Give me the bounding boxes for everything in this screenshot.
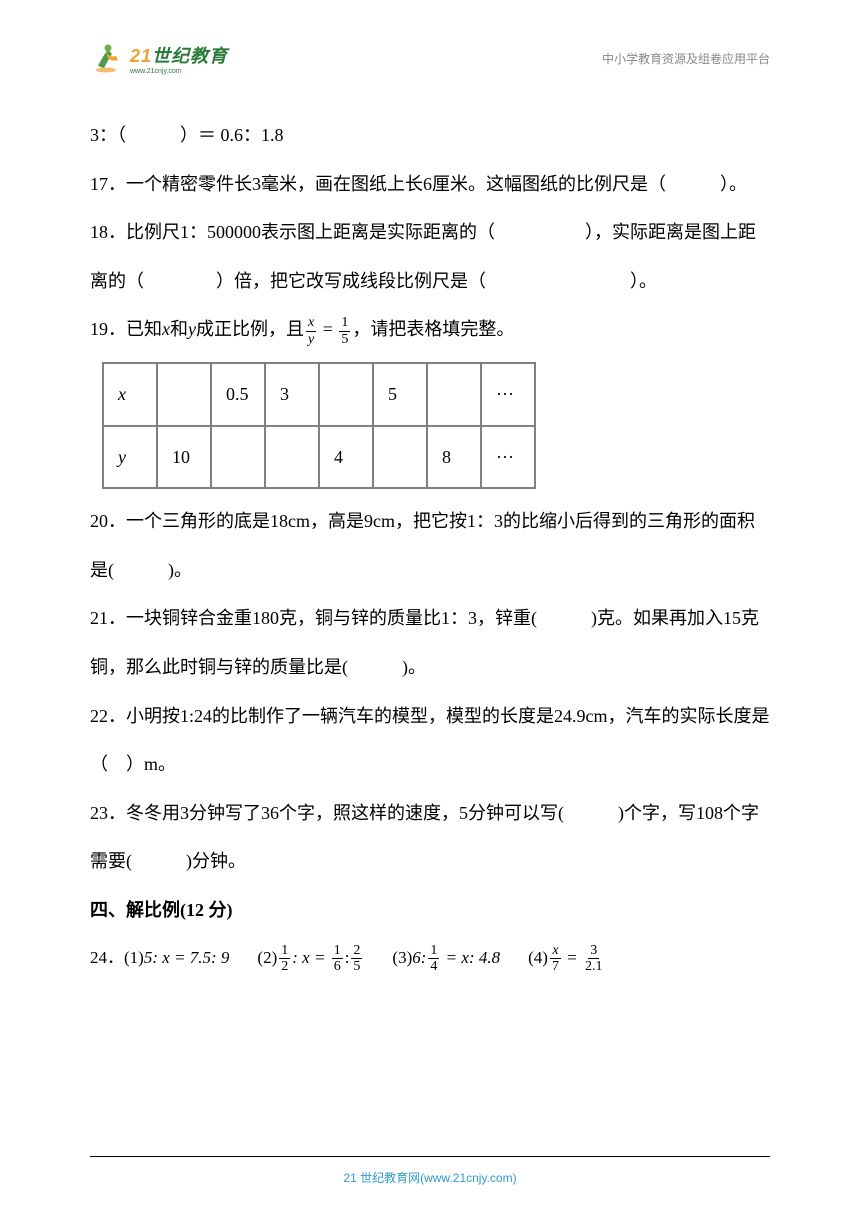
- question-17: 17．一个精密零件长3毫米，画在图纸上长6厘米。这幅图纸的比例尺是（ ）。: [90, 160, 770, 209]
- table-cell: 10: [157, 426, 211, 489]
- footer-text: 21 世纪教育网(www.21cnjy.com): [343, 1171, 516, 1185]
- question-16: 3：（ ）＝ 0.6：1.8: [90, 111, 770, 160]
- table-row: x 0.5 3 5 ···: [103, 363, 535, 426]
- table-cell: [319, 363, 373, 426]
- footer-divider: [90, 1156, 770, 1157]
- q24-part1: 24．(1)5: x = 7.5: 9: [90, 935, 229, 981]
- table-cell: ···: [481, 363, 535, 426]
- logo: 21世纪教育 www.21cnjy.com: [90, 40, 228, 76]
- page-footer: 21 世纪教育网(www.21cnjy.com): [0, 1156, 860, 1186]
- section-4-title: 四、解比例(12 分): [90, 886, 770, 935]
- question-18: 18．比例尺1：500000表示图上距离是实际距离的（ ），实际距离是图上距离的…: [90, 208, 770, 305]
- table-cell: [427, 363, 481, 426]
- table-cell: 4: [319, 426, 373, 489]
- table-row: y 10 4 8 ···: [103, 426, 535, 489]
- question-24: 24．(1)5: x = 7.5: 9 (2)12: x = 16:25 (3)…: [90, 935, 770, 981]
- question-19: 19．已知x和y成正比例，且xy = 15，请把表格填完整。: [90, 305, 770, 354]
- table-cell: [265, 426, 319, 489]
- table-cell: [211, 426, 265, 489]
- logo-main-text: 21世纪教育: [130, 42, 228, 68]
- q24-part4: (4)x7 = 32.1: [528, 935, 606, 981]
- question-21: 21．一块铜锌合金重180克，铜与锌的质量比1：3，锌重( )克。如果再加入15…: [90, 594, 770, 691]
- question-20: 20．一个三角形的底是18cm，高是9cm，把它按1：3的比缩小后得到的三角形的…: [90, 497, 770, 594]
- question-23: 23．冬冬用3分钟写了36个字，照这样的速度，5分钟可以写( )个字，写108个…: [90, 789, 770, 886]
- table-cell: [157, 363, 211, 426]
- table-cell: 8: [427, 426, 481, 489]
- fraction-15: 15: [339, 315, 350, 347]
- table-cell: ···: [481, 426, 535, 489]
- document-content: 3：（ ）＝ 0.6：1.8 17．一个精密零件长3毫米，画在图纸上长6厘米。这…: [90, 111, 770, 980]
- table-cell: 3: [265, 363, 319, 426]
- question-22: 22．小明按1:24的比制作了一辆汽车的模型，模型的长度是24.9cm，汽车的实…: [90, 692, 770, 789]
- fraction-xy: xy: [306, 315, 316, 347]
- table-cell: 5: [373, 363, 427, 426]
- table-cell: x: [103, 363, 157, 426]
- logo-text: 21世纪教育 www.21cnjy.com: [130, 42, 228, 75]
- data-table: x 0.5 3 5 ··· y 10 4 8 ···: [102, 362, 536, 489]
- table-cell: y: [103, 426, 157, 489]
- page-header: 21世纪教育 www.21cnjy.com 中小学教育资源及组卷应用平台: [90, 40, 770, 76]
- q24-part2: (2)12: x = 16:25: [257, 935, 364, 981]
- table-cell: [373, 426, 427, 489]
- logo-sub-text: www.21cnjy.com: [130, 68, 228, 75]
- header-right-text: 中小学教育资源及组卷应用平台: [602, 50, 770, 67]
- table-cell: 0.5: [211, 363, 265, 426]
- logo-icon: [90, 40, 126, 76]
- q24-part3: (3)6:14 = x: 4.8: [392, 935, 500, 981]
